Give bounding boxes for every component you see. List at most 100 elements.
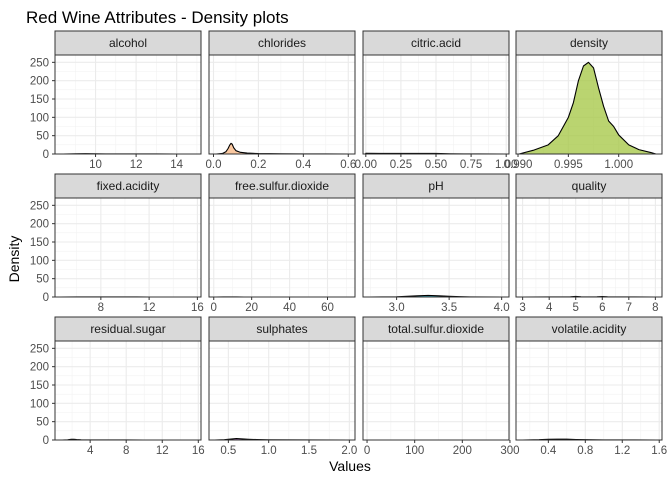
facet-strip: [515, 173, 663, 199]
y-tick-label: 200: [30, 76, 49, 88]
y-axis-label: Density: [6, 236, 22, 283]
facet-strip-label: fixed.acidity: [97, 179, 160, 193]
y-tick-label: 200: [30, 362, 49, 374]
facet-strip-label: volatile.acidity: [552, 322, 627, 336]
facet-strip: [208, 173, 356, 199]
x-tick-label: 6: [599, 302, 605, 314]
x-tick-label: 20: [245, 302, 258, 314]
x-tick-label: 1.2: [614, 445, 630, 457]
y-tick-label: 250: [30, 57, 49, 69]
facet-strip: [54, 173, 202, 199]
x-tick-label: 0.25: [390, 159, 412, 171]
facet-pH: pH 3.0 3.5 4.0: [362, 173, 510, 314]
x-tick-label: 0.0: [205, 159, 221, 171]
facet-free.sulfur.dioxide: free.sulfur.dioxide 0 20 40 60: [208, 173, 356, 314]
x-tick-label: 5: [573, 302, 579, 314]
facet-strip-label: citric.acid: [411, 36, 461, 50]
x-tick-label: 0: [364, 445, 370, 457]
x-tick-label: 4.0: [494, 302, 510, 314]
y-tick-label: 150: [30, 94, 49, 106]
x-axis-label: Values: [329, 458, 371, 474]
panel-border: [54, 340, 202, 441]
chart-title: Red Wine Attributes - Density plots: [26, 8, 289, 27]
panel-border: [515, 340, 663, 441]
x-tick-label: 0.2: [250, 159, 266, 171]
facet-strip-label: pH: [428, 179, 443, 193]
x-tick-label: 7: [626, 302, 632, 314]
facet-strip-label: density: [570, 36, 608, 50]
plot-panel: [209, 341, 355, 440]
facet-strip-label: total.sulfur.dioxide: [388, 322, 484, 336]
facet-strip: [208, 316, 356, 342]
plot-panel: [55, 55, 201, 154]
x-tick-label: 0.75: [460, 159, 482, 171]
facet-citric.acid: citric.acid 0.00 0.25 0.50 0.75 1.00: [355, 30, 517, 171]
facet-strip: [362, 30, 510, 56]
x-tick-label: 16: [191, 302, 204, 314]
x-tick-label: 100: [405, 445, 424, 457]
x-tick-label: 2.0: [341, 445, 357, 457]
x-tick-label: 1.5: [301, 445, 317, 457]
y-tick-label: 0: [43, 435, 49, 447]
facet-strip: [362, 316, 510, 342]
y-tick-label: 250: [30, 200, 49, 212]
panel-border: [208, 197, 356, 298]
x-tick-label: 4: [87, 445, 94, 457]
x-tick-label: 0.4: [540, 445, 557, 457]
y-tick-label: 100: [30, 398, 49, 410]
x-tick-label: 8: [123, 445, 129, 457]
x-tick-label: 4: [546, 302, 553, 314]
panel-border: [54, 54, 202, 155]
facet-chlorides: chlorides 0.0 0.2 0.4 0.6: [205, 30, 356, 171]
x-tick-label: 0.990: [504, 159, 533, 171]
facet-strip: [208, 30, 356, 56]
facet-strip-label: residual.sugar: [90, 322, 165, 336]
facet-quality: quality 3 4 5 6 7 8: [515, 173, 663, 314]
x-tick-label: 8: [652, 302, 658, 314]
panel-border: [54, 197, 202, 298]
facet-strip: [54, 316, 202, 342]
x-tick-label: 60: [321, 302, 334, 314]
x-tick-label: 12: [156, 445, 169, 457]
x-tick-label: 0.8: [577, 445, 593, 457]
panel-border: [515, 197, 663, 298]
x-tick-label: 14: [170, 159, 183, 171]
panel-border: [362, 340, 510, 441]
panel-border: [362, 197, 510, 298]
x-tick-label: 16: [192, 445, 205, 457]
facet-strip-label: alcohol: [109, 36, 147, 50]
x-tick-label: 10: [89, 159, 102, 171]
facet-residual.sugar: residual.sugar 4 8 12 16 0 50 100 150 200 250: [30, 316, 205, 457]
y-tick-label: 200: [30, 219, 49, 231]
facet-alcohol: alcohol 10 12 14 0 50 100 150 200 250: [30, 30, 202, 171]
x-tick-label: 0.4: [295, 159, 312, 171]
plot-panel: [55, 341, 201, 440]
facet-volatile.acidity: volatile.acidity 0.4 0.8 1.2 1.6: [515, 316, 667, 457]
facet-strip-label: quality: [572, 179, 607, 193]
facet-strip-label: sulphates: [256, 322, 307, 336]
x-tick-label: 1.0: [261, 445, 277, 457]
y-tick-label: 250: [30, 343, 49, 355]
x-tick-label: 1.6: [651, 445, 667, 457]
y-tick-label: 50: [36, 274, 49, 286]
panel-border: [208, 340, 356, 441]
plot-panel: [209, 198, 355, 297]
x-tick-label: 12: [130, 159, 143, 171]
y-tick-label: 100: [30, 112, 49, 124]
x-tick-label: 0.00: [355, 159, 377, 171]
y-tick-label: 0: [43, 149, 49, 161]
x-tick-label: 40: [283, 302, 296, 314]
x-tick-label: 0.995: [554, 159, 583, 171]
plot-panel: [209, 55, 355, 154]
facet-strip-label: chlorides: [258, 36, 306, 50]
plot-panel: [363, 341, 509, 440]
panel-border: [515, 54, 663, 155]
x-tick-label: 3.5: [441, 302, 457, 314]
x-tick-label: 3.0: [389, 302, 405, 314]
y-tick-label: 100: [30, 255, 49, 267]
x-tick-label: 300: [500, 445, 519, 457]
panel-border: [208, 54, 356, 155]
x-tick-label: 0.50: [425, 159, 447, 171]
